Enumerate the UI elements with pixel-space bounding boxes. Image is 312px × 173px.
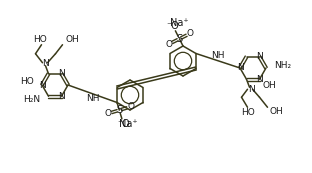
Text: NH: NH [211,51,225,60]
Text: N: N [58,69,65,78]
Text: O: O [165,40,172,49]
Text: OH: OH [66,35,79,44]
Text: S: S [176,34,183,44]
Text: ⁻O: ⁻O [117,119,130,129]
Text: N: N [39,80,45,89]
Text: N: N [256,52,263,61]
Text: ⁻O: ⁻O [167,21,179,31]
Text: S: S [116,105,122,115]
Text: HO: HO [20,78,34,86]
Text: Na⁺: Na⁺ [170,18,189,28]
Text: N: N [42,59,49,68]
Text: OH: OH [262,81,276,90]
Text: HO: HO [241,108,254,117]
Text: O: O [187,29,194,38]
Text: O: O [104,109,111,118]
Text: N: N [236,63,243,72]
Text: H₂N: H₂N [23,95,41,104]
Text: NH₂: NH₂ [274,61,291,70]
Text: Na⁺: Na⁺ [119,119,138,129]
Text: O: O [127,102,134,111]
Text: OH: OH [270,107,283,116]
Text: N: N [58,92,65,101]
Text: HO: HO [34,35,47,44]
Text: N: N [256,75,263,84]
Text: NH: NH [86,94,99,103]
Text: N: N [248,85,255,94]
